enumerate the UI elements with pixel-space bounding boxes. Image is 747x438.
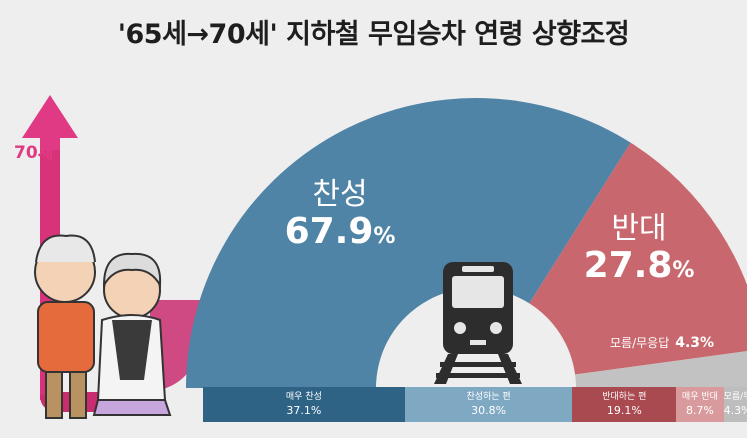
no-response-name: 모름/무응답 bbox=[610, 336, 670, 350]
bar-segment-label: 반대하는 편 bbox=[602, 392, 647, 402]
oppose-label: 반대 27.8% bbox=[574, 212, 704, 286]
no-response-value: 4.3% bbox=[675, 335, 715, 351]
approve-value: 67.9% bbox=[270, 211, 410, 252]
bar-segment-value: 30.8% bbox=[471, 404, 507, 417]
bar-segment-value: 19.1% bbox=[606, 404, 642, 417]
train-icon bbox=[434, 262, 522, 384]
bar-segment-label: 찬성하는 편 bbox=[466, 392, 511, 402]
bar-segment-0: 매우 찬성 37.1% bbox=[203, 387, 405, 422]
bar-segment-label: 모름/무응답 bbox=[723, 392, 747, 402]
approve-label: 찬성 67.9% bbox=[270, 178, 410, 252]
bar-segment-label: 매우 반대 bbox=[681, 392, 718, 402]
elderly-couple-illustration bbox=[34, 234, 172, 419]
donut-slice-2 bbox=[575, 351, 747, 388]
approve-value-unit: % bbox=[373, 224, 396, 249]
oppose-name: 반대 bbox=[611, 211, 667, 246]
bar-segment-label: 매우 찬성 bbox=[285, 392, 322, 402]
semicircle-donut-chart bbox=[186, 98, 747, 388]
arrow-label: 70세 bbox=[14, 143, 54, 163]
page-title: '65세→70세' 지하철 무임승차 연령 상향조정 bbox=[117, 19, 630, 50]
oppose-value-unit: % bbox=[672, 258, 695, 283]
oppose-value-number: 27.8 bbox=[583, 245, 673, 286]
bar-segment-value: 37.1% bbox=[286, 404, 322, 417]
bar-segment-3: 매우 반대 8.7% bbox=[676, 387, 724, 422]
no-response-label: 모름/무응답 4.3% bbox=[610, 334, 714, 351]
bar-segment-value: 4.3% bbox=[723, 404, 747, 417]
approve-value-number: 67.9 bbox=[284, 211, 374, 252]
approve-name: 찬성 bbox=[312, 177, 368, 212]
oppose-value: 27.8% bbox=[574, 245, 704, 286]
bar-segment-4: 모름/무응답 4.3% bbox=[723, 387, 747, 422]
bar-segment-2: 반대하는 편 19.1% bbox=[572, 387, 677, 422]
bar-segment-value: 8.7% bbox=[685, 404, 714, 417]
bar-segment-1: 찬성하는 편 30.8% bbox=[404, 387, 573, 422]
donut-slice-1 bbox=[529, 142, 747, 375]
stacked-bar: 매우 찬성 37.1% 찬성하는 편 30.8% 반대하는 편 19.1% 매우 반대 8.7… bbox=[203, 387, 747, 422]
donut-slice-0 bbox=[186, 98, 631, 388]
